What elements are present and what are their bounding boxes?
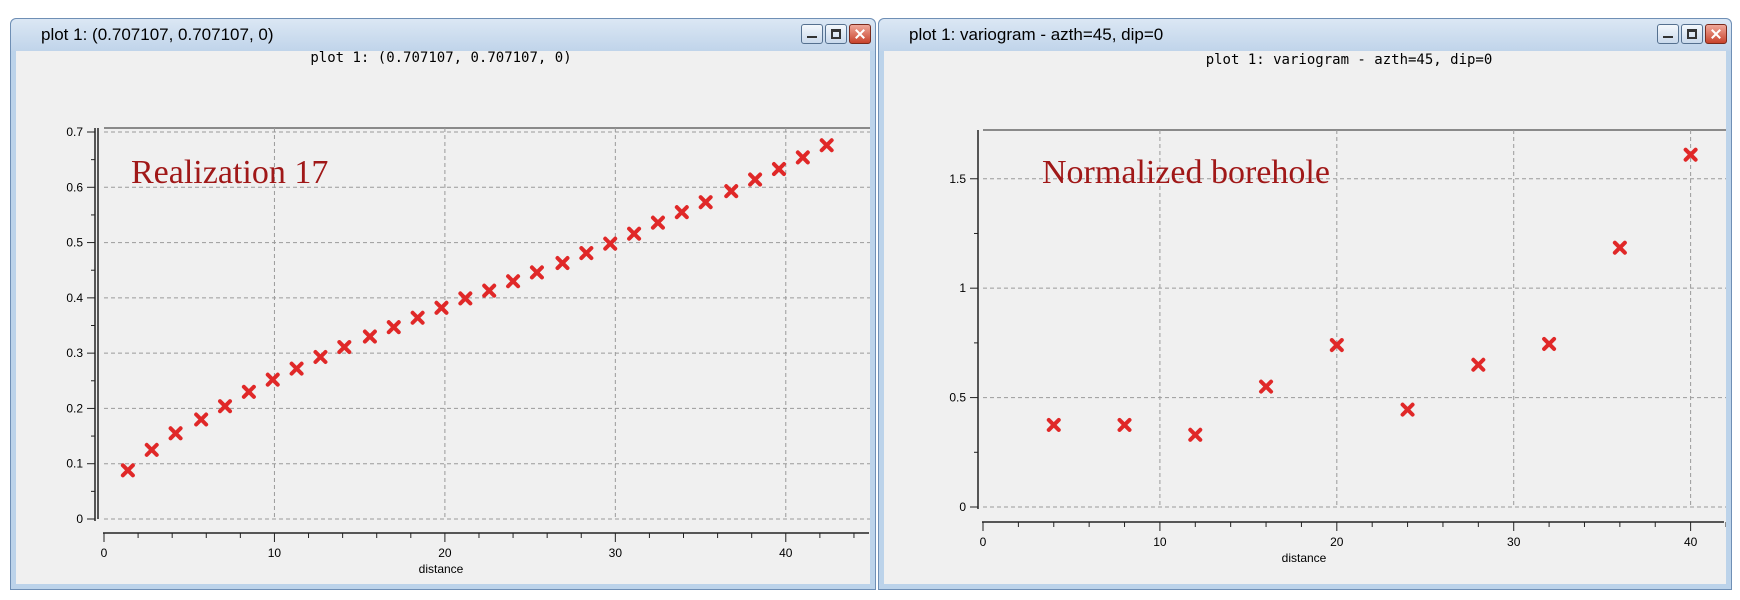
data-point [1683,147,1698,162]
y-tick-label: 0 [76,512,83,526]
y-tick-label: 0.6 [66,180,83,194]
y-tick-label: 0.7 [66,125,83,139]
y-tick-label: 1 [959,281,966,295]
minimize-button[interactable] [1657,24,1679,44]
minimize-button[interactable] [801,24,823,44]
data-point [1259,379,1274,394]
data-point [506,274,521,289]
data-point [795,150,810,165]
data-point [313,350,328,365]
x-tick-label: 0 [980,535,987,549]
data-point [144,442,159,457]
chart-left: plot 1: (0.707107, 0.707107, 0) 0 0.1 0.2 0.… [66,51,870,576]
x-tick-label: 30 [609,546,623,560]
data-point [289,361,304,376]
data-point [650,215,665,230]
data-point [218,399,233,414]
data-point [337,340,352,355]
data-point [1188,427,1203,442]
close-button[interactable] [1705,24,1727,44]
data-point [674,205,689,220]
close-button[interactable] [849,24,871,44]
data-point [627,226,642,241]
data-point [482,283,497,298]
y-tick-label: 0.1 [66,457,83,471]
plot-window-right[interactable]: plot 1: variogram - azth=45, dip=0 plot … [878,18,1732,590]
maximize-button[interactable] [825,24,847,44]
data-point [1117,417,1132,432]
window-title: plot 1: (0.707107, 0.707107, 0) [41,25,274,44]
x-tick-label: 20 [438,546,452,560]
data-point [194,412,209,427]
title-bar-left[interactable]: plot 1: (0.707107, 0.707107, 0) [11,19,875,51]
plot-area-left: plot 1: (0.707107, 0.707107, 0) 0 0.1 0.2 0.… [16,51,870,584]
minimize-icon [802,25,822,43]
y-tick-label: 0.5 [949,391,966,405]
y-tick-label: 0.4 [66,291,83,305]
data-point [698,195,713,210]
chart-annotation: Realization 17 [131,154,328,191]
y-tick-label: 0 [959,500,966,514]
data-point [529,265,544,280]
title-bar-right[interactable]: plot 1: variogram - azth=45, dip=0 [879,19,1731,51]
y-tick-label: 0.3 [66,346,83,360]
window-title: plot 1: variogram - azth=45, dip=0 [909,25,1164,44]
data-point [603,236,618,251]
y-tick-label: 0.2 [66,401,83,415]
maximize-icon [826,25,846,43]
plot-area-right: plot 1: variogram - azth=45, dip=0 0 0.5 1 1… [884,51,1726,584]
data-point [771,162,786,177]
x-tick-label: 10 [268,546,282,560]
data-point [819,138,834,153]
data-point [265,372,280,387]
x-tick-label: 30 [1507,535,1521,549]
data-point [168,426,183,441]
chart-annotation: Normalized borehole [1042,154,1330,191]
data-point [120,463,135,478]
data-point [458,291,473,306]
data-point [386,320,401,335]
data-point [748,172,763,187]
data-point [1542,336,1557,351]
x-tick-label: 40 [779,546,793,560]
data-point [1612,240,1627,255]
x-tick-label: 40 [1684,535,1698,549]
data-point [724,184,739,199]
minimize-icon [1658,25,1678,43]
data-point [410,310,425,325]
chart-right: plot 1: variogram - azth=45, dip=0 0 0.5 1 1… [949,52,1726,565]
data-point [1471,357,1486,372]
plot-window-left[interactable]: plot 1: (0.707107, 0.707107, 0) plot 1: … [10,18,876,590]
x-axis-label: distance [419,562,464,576]
maximize-icon [1682,25,1702,43]
data-point [555,256,570,271]
x-axis-label: distance [1282,551,1327,565]
y-tick-label: 0.5 [66,236,83,250]
x-tick-label: 10 [1153,535,1167,549]
data-point [362,329,377,344]
data-point [1329,338,1344,353]
x-tick-label: 20 [1330,535,1344,549]
data-point [579,246,594,261]
x-tick-label: 0 [101,546,108,560]
data-point [1400,402,1415,417]
maximize-button[interactable] [1681,24,1703,44]
data-point [434,300,449,315]
data-point [241,384,256,399]
close-icon [850,25,870,43]
data-point [1046,417,1061,432]
chart-title: plot 1: (0.707107, 0.707107, 0) [310,51,571,66]
close-icon [1706,25,1726,43]
chart-title: plot 1: variogram - azth=45, dip=0 [1206,52,1493,68]
y-tick-label: 1.5 [949,172,966,186]
